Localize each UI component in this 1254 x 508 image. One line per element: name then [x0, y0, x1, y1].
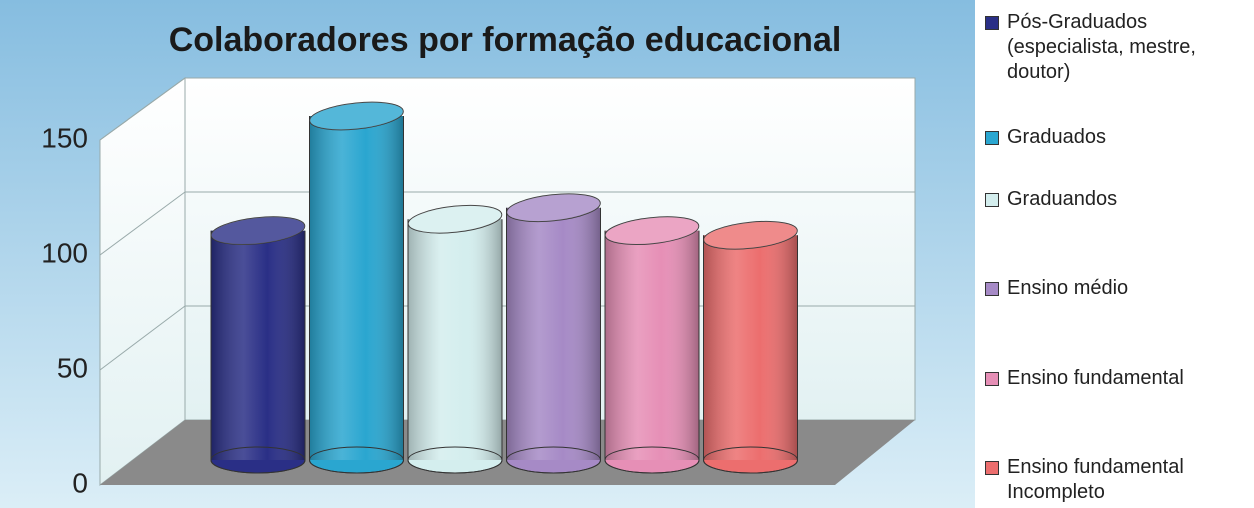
- chart: Colaboradores por formação educacional 0…: [0, 0, 975, 508]
- chart-title: Colaboradores por formação educacional: [169, 21, 842, 59]
- bar-shade: [703, 235, 798, 460]
- legend-swatch: [985, 461, 999, 475]
- bar-top: [604, 216, 700, 245]
- bar-top: [407, 204, 503, 234]
- legend-label: Graduandos: [1007, 188, 1118, 210]
- bar-top-light: [211, 216, 305, 245]
- legend-label: Graduados: [1007, 126, 1106, 148]
- legend-item: Graduandos: [985, 187, 1250, 212]
- bar-top-light: [605, 216, 699, 245]
- bar-top-light: [309, 102, 404, 130]
- grid-line: [99, 77, 186, 141]
- legend-swatch: [985, 372, 999, 386]
- legend-swatch: [985, 282, 999, 296]
- bar-shade: [309, 116, 404, 460]
- legend-label: Ensino fundamental Incompleto: [1007, 456, 1184, 503]
- legend-swatch: [985, 131, 999, 145]
- bar-top: [210, 216, 306, 245]
- legend-swatch: [985, 16, 999, 30]
- bar-shade: [408, 219, 502, 460]
- y-tick-label: 0: [72, 467, 88, 498]
- grid-line: [99, 191, 186, 256]
- y-tick-label: 150: [41, 122, 88, 153]
- legend-item: Pós-Graduados (especialista, mestre, dou…: [985, 10, 1250, 85]
- legend-item: Graduados: [985, 125, 1250, 150]
- legend-item: Ensino médio: [985, 276, 1250, 301]
- bar-shade: [211, 230, 305, 460]
- legend-label: Ensino médio: [1007, 277, 1129, 299]
- y-tick-label: 100: [41, 237, 88, 268]
- y-tick-label: 50: [57, 352, 88, 383]
- legend-item: Ensino fundamental Incompleto: [985, 455, 1250, 505]
- bar-top: [506, 193, 601, 223]
- side-wall: [99, 77, 186, 487]
- bar-shade: [605, 230, 699, 460]
- legend-label: Pós-Graduados (especialista, mestre, dou…: [1007, 11, 1196, 83]
- bar-top-light: [703, 221, 798, 250]
- bar-top-light: [408, 205, 502, 234]
- grid-line: [99, 305, 186, 371]
- legend-swatch: [985, 193, 999, 207]
- legend-label: Ensino fundamental: [1007, 367, 1184, 389]
- bar-top: [703, 220, 798, 250]
- bar-top-light: [506, 193, 601, 222]
- bar-top: [309, 101, 404, 131]
- legend-item: Ensino fundamental: [985, 366, 1250, 391]
- bar-shade: [506, 207, 601, 460]
